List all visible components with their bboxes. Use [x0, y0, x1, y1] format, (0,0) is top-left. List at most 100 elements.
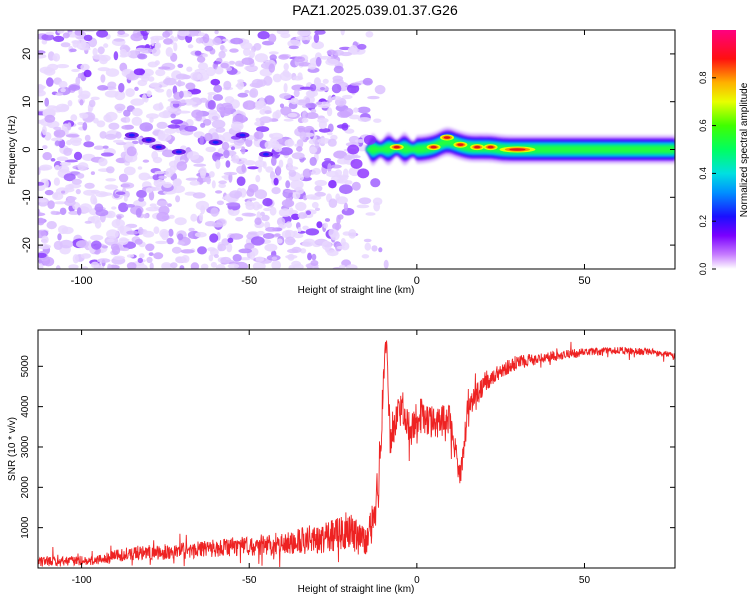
noise-blob: [142, 159, 150, 163]
noise-blob: [104, 133, 117, 140]
noise-blob: [41, 39, 48, 45]
noise-blob: [232, 254, 242, 262]
noise-blob: [234, 191, 241, 199]
noise-blob: [138, 172, 151, 181]
noise-strong-core: [155, 145, 162, 149]
noise-blob: [229, 48, 239, 53]
noise-blob: [56, 64, 70, 69]
noise-blob: [315, 56, 322, 67]
noise-blob: [292, 76, 304, 81]
noise-blob: [38, 198, 48, 203]
noise-blob: [60, 88, 66, 93]
noise-blob: [207, 247, 217, 252]
noise-blob: [80, 253, 91, 259]
noise-blob: [137, 53, 148, 60]
noise-blob: [340, 30, 345, 36]
noise-blob: [59, 207, 67, 215]
noise-blob: [272, 144, 283, 148]
noise-blob: [45, 31, 55, 36]
noise-blob: [212, 37, 222, 46]
noise-blob: [38, 85, 46, 90]
noise-blob: [119, 49, 127, 57]
noise-blob: [264, 95, 275, 105]
noise-blob: [137, 166, 143, 170]
noise-blob: [374, 84, 386, 95]
noise-blob: [269, 206, 277, 216]
noise-blob: [262, 233, 275, 239]
noise-blob: [252, 261, 266, 269]
noise-blob: [154, 60, 160, 66]
noise-blob: [84, 182, 95, 189]
noise-strong-core: [175, 150, 182, 154]
noise-blob: [271, 256, 278, 261]
noise-blob: [97, 85, 109, 91]
noise-blob: [243, 48, 251, 56]
spectrogram-x-tick-label: -50: [241, 275, 257, 287]
noise-blob: [58, 165, 70, 173]
noise-blob: [244, 212, 257, 217]
noise-blob: [166, 237, 174, 245]
noise-blob: [194, 231, 207, 238]
noise-blob: [228, 60, 236, 65]
noise-blob: [346, 264, 358, 269]
noise-blob: [305, 194, 318, 200]
noise-blob: [256, 230, 265, 236]
noise-blob: [246, 188, 255, 197]
noise-blob: [211, 115, 219, 120]
noise-blob: [216, 200, 224, 206]
noise-blob: [307, 252, 312, 261]
noise-blob: [254, 160, 266, 168]
noise-blob: [268, 63, 275, 73]
noise-blob: [265, 227, 278, 232]
noise-blob: [97, 46, 105, 55]
noise-blob: [271, 260, 282, 269]
noise-blob: [285, 254, 298, 259]
noise-blob: [318, 55, 332, 60]
noise-blob: [269, 132, 284, 140]
noise-blob: [293, 233, 304, 239]
noise-blob: [83, 189, 97, 196]
colorbar-ticks: 0.0 0.2 0.4 0.6 0.8: [698, 72, 716, 275]
noise-blob: [42, 145, 48, 150]
noise-blob: [205, 66, 216, 77]
noise-blob: [174, 178, 182, 187]
noise-blob: [77, 121, 84, 126]
noise-blob: [53, 177, 61, 186]
noise-blob: [203, 118, 212, 126]
noise-blob: [209, 233, 219, 243]
noise-blob: [137, 79, 148, 87]
noise-blob: [319, 87, 326, 91]
noise-blob: [134, 238, 143, 245]
noise-blob: [249, 247, 259, 257]
band-layer: [366, 138, 675, 154]
noise-blob: [218, 183, 226, 189]
noise-blob: [307, 89, 316, 99]
noise-blob: [363, 238, 372, 243]
noise-blob: [337, 214, 344, 220]
noise-blob: [340, 111, 350, 118]
noise-blob: [291, 246, 302, 253]
noise-blob: [116, 215, 122, 220]
noise-blob: [106, 166, 115, 174]
noise-blob: [317, 137, 331, 144]
noise-blob: [148, 252, 154, 256]
noise-blob: [207, 93, 213, 102]
snr-x-tick-label: 50: [579, 575, 591, 586]
noise-blob: [278, 208, 292, 218]
noise-blob: [370, 178, 381, 188]
noise-strong-core: [145, 138, 152, 142]
noise-blob: [227, 237, 234, 243]
noise-blob: [340, 176, 349, 180]
noise-blob: [284, 139, 295, 147]
noise-blob: [242, 100, 256, 110]
noise-blob: [264, 221, 271, 229]
noise-blob: [278, 159, 284, 168]
noise-blob: [192, 192, 206, 199]
noise-blob: [371, 245, 378, 252]
noise-blob: [339, 100, 345, 105]
noise-blob: [214, 30, 219, 35]
band-hot-spot-core: [443, 136, 451, 139]
noise-blob: [253, 43, 262, 51]
noise-blob: [125, 88, 135, 98]
noise-blob: [348, 229, 357, 239]
